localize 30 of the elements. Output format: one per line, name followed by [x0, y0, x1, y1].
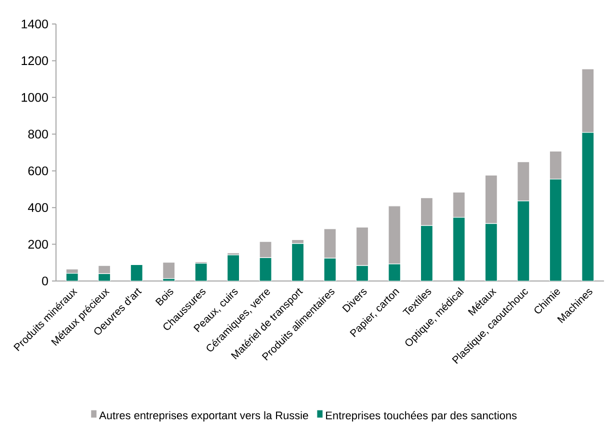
- bar: [452, 192, 466, 218]
- bar: [549, 178, 562, 281]
- bar: [517, 200, 530, 281]
- y-tick-label: 1400: [22, 20, 48, 28]
- bar: [356, 265, 369, 281]
- bar: [517, 162, 530, 202]
- bar: [484, 223, 498, 281]
- y-tick-label: 200: [28, 240, 48, 249]
- bar: [420, 198, 434, 226]
- y-tick-label: 1000: [22, 93, 48, 102]
- bar: [226, 254, 240, 281]
- y-tick-label: 1200: [22, 56, 48, 66]
- y-tick-label: 800: [28, 130, 48, 139]
- bar: [420, 225, 434, 281]
- bar: [291, 243, 304, 281]
- y-tick-label: 0: [42, 276, 48, 286]
- bar: [324, 228, 336, 259]
- bar: [484, 174, 498, 224]
- bar: [388, 206, 401, 264]
- bar: [582, 132, 594, 281]
- bar: [130, 264, 143, 281]
- legend-label: Autres entreprises exportant vers la Russie: [99, 411, 308, 422]
- y-tick-label: 600: [28, 166, 48, 176]
- bar: [259, 241, 272, 258]
- y-tick-label: 400: [28, 203, 48, 212]
- bar: [356, 226, 369, 266]
- legend-label: Entreprises touchées par des sanctions: [326, 411, 517, 422]
- bar: [549, 150, 562, 180]
- bar: [452, 217, 466, 281]
- bar: [98, 265, 111, 274]
